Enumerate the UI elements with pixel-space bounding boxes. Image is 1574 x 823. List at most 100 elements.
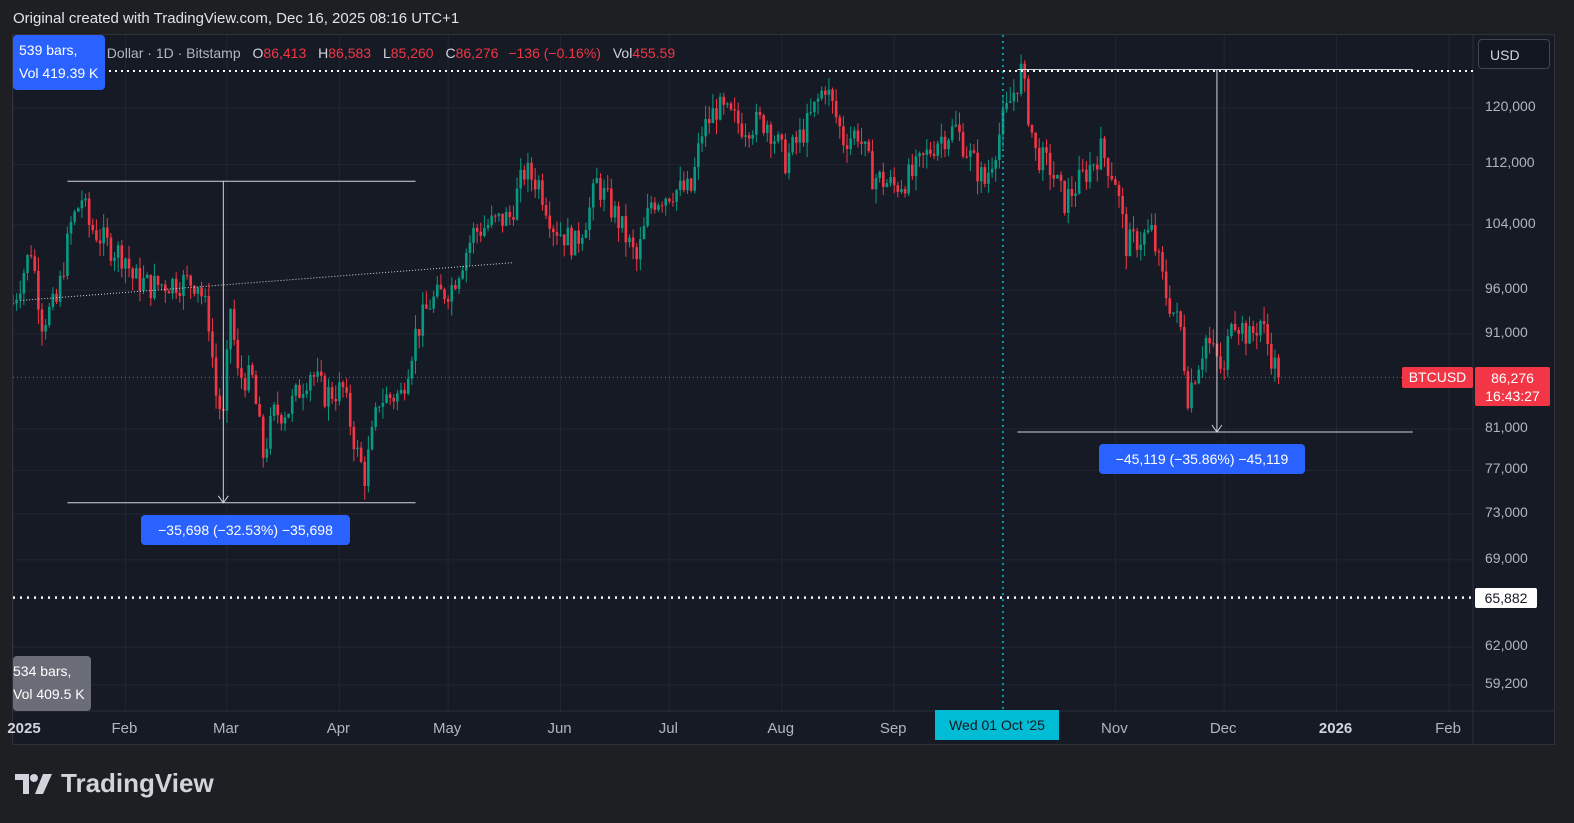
candle-body xyxy=(374,407,377,428)
candle-body xyxy=(1095,164,1099,170)
price-axis-label: 77,000 xyxy=(1485,460,1528,477)
candle-body xyxy=(87,198,91,225)
candle-body xyxy=(1027,78,1030,125)
candle-body xyxy=(733,109,736,111)
candle-body xyxy=(69,221,73,234)
candle-body xyxy=(207,296,211,332)
candle-body xyxy=(319,371,323,376)
candle-body xyxy=(116,245,120,258)
candle-body xyxy=(588,207,591,230)
currency-button[interactable]: USD xyxy=(1478,39,1550,69)
candle-body xyxy=(261,416,265,458)
candle-body xyxy=(657,205,660,210)
candle-body xyxy=(1219,356,1222,369)
candle-body xyxy=(334,398,338,402)
candle-body xyxy=(994,160,998,169)
candle-body xyxy=(1121,195,1124,215)
candle-body xyxy=(838,117,842,127)
bars-count-badge-top: 539 bars, Vol 419.39 K xyxy=(13,35,105,90)
candle-body xyxy=(399,389,403,394)
price-axis-label: 73,000 xyxy=(1485,503,1528,520)
price-chart[interactable] xyxy=(13,35,1555,745)
candle-body xyxy=(33,256,37,271)
bars-count-top: 539 bars, xyxy=(19,42,78,58)
candle-body xyxy=(787,152,791,174)
candle-body xyxy=(22,273,26,294)
candle-body xyxy=(798,129,802,143)
candle-body xyxy=(639,239,642,260)
candle-body xyxy=(1045,147,1048,153)
candle-body xyxy=(312,375,316,377)
candle-body xyxy=(44,325,47,332)
candle-body xyxy=(668,198,671,202)
candle-body xyxy=(660,205,664,207)
tradingview-logo[interactable]: TradingView xyxy=(15,768,214,799)
candle-body xyxy=(84,198,87,201)
candle-body xyxy=(138,267,142,291)
legend-vol-label: Vol xyxy=(612,45,633,61)
candle-body xyxy=(715,108,718,120)
candle-body xyxy=(446,298,450,302)
time-axis-label: 2025 xyxy=(7,720,41,737)
candle-body xyxy=(1222,368,1226,370)
candle-body xyxy=(243,378,247,391)
measure-label-drop-1[interactable]: −35,698 (−32.53%) −35,698 xyxy=(141,515,350,545)
candle-body xyxy=(791,136,794,153)
candle-body xyxy=(1106,158,1110,176)
measure-2-arrow xyxy=(1211,424,1223,433)
candle-body xyxy=(203,296,207,298)
candle-body xyxy=(1016,92,1019,94)
candle-body xyxy=(610,188,613,218)
candle-body xyxy=(454,285,457,289)
symbol-price-tag: BTCUSD xyxy=(1402,367,1473,388)
price-axis-label: 62,000 xyxy=(1485,637,1528,654)
candle-body xyxy=(1081,169,1085,171)
candle-body xyxy=(1034,132,1037,148)
candle-body xyxy=(751,134,755,139)
price-axis-label: 69,000 xyxy=(1485,549,1528,566)
bars-volume-top: Vol 419.39 K xyxy=(19,65,99,81)
brand-wordmark: TradingView xyxy=(61,768,214,798)
candle-body xyxy=(1085,169,1088,182)
candle-body xyxy=(544,205,548,216)
candle-body xyxy=(1139,244,1143,250)
symbol-legend: Bitcoin / U.S. Dollar · 1D · Bitstamp O8… xyxy=(22,45,675,61)
candle-body xyxy=(979,167,983,182)
candle-body xyxy=(823,90,827,95)
candle-body xyxy=(1255,333,1259,336)
time-axis-label: May xyxy=(432,720,462,737)
candle-body xyxy=(1037,147,1041,171)
chart-pane[interactable] xyxy=(12,34,1555,745)
tradingview-logo-icon xyxy=(15,773,52,794)
candle-body xyxy=(889,177,892,184)
time-axis-label: 2026 xyxy=(1318,720,1353,737)
time-axis-label: Dec xyxy=(1209,720,1237,737)
candle-body xyxy=(765,124,769,134)
candle-body xyxy=(892,177,896,186)
candle-body xyxy=(62,275,66,277)
candle-body xyxy=(1052,175,1056,179)
candle-body xyxy=(613,206,617,218)
candle-body xyxy=(1204,337,1208,359)
candle-body xyxy=(646,208,649,226)
candle-body xyxy=(290,395,294,414)
candle-body xyxy=(254,375,258,405)
candle-body xyxy=(301,394,305,398)
time-axis-label: Sep xyxy=(879,720,907,737)
price-axis-label: 59,200 xyxy=(1485,675,1528,691)
candle-body xyxy=(95,230,98,241)
candle-body xyxy=(591,183,595,208)
candle-body xyxy=(189,275,192,286)
candle-body xyxy=(167,291,171,294)
candle-body xyxy=(439,284,443,290)
candle-body xyxy=(1175,311,1179,313)
last-price-tag: 86,276 16:43:27 xyxy=(1475,367,1550,406)
legend-low: 85,260 xyxy=(390,45,434,61)
candle-body xyxy=(620,216,624,229)
candle-body xyxy=(642,225,646,240)
measure-label-drop-2[interactable]: −45,119 (−35.86%) −45,119 xyxy=(1099,444,1305,474)
candle-body xyxy=(1193,382,1197,384)
candle-body xyxy=(1008,101,1012,103)
candle-body xyxy=(900,189,903,192)
candle-body xyxy=(896,185,900,192)
